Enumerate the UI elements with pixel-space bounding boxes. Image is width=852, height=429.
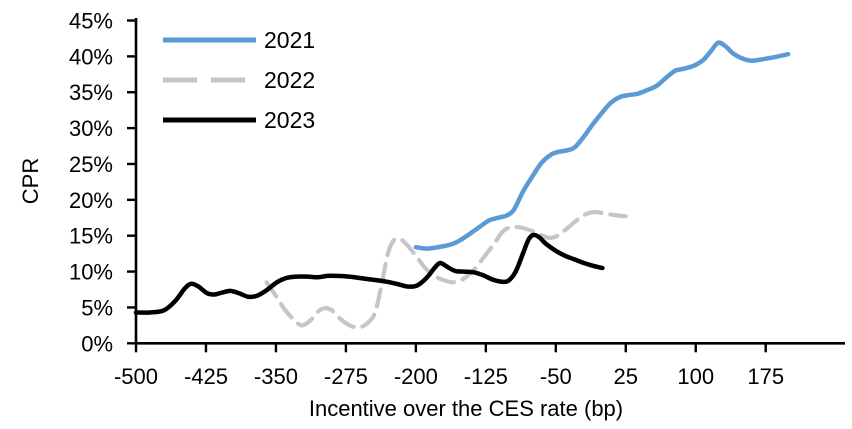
x-tick-label: -125 [464,364,508,389]
series-line-2021 [413,40,791,251]
y-tick-label: 25% [69,152,113,177]
y-tick-label: 0% [81,331,113,356]
legend-label-2023: 2023 [264,107,315,133]
legend-label-2021: 2021 [264,27,315,53]
x-axis-title: Incentive over the CES rate (bp) [309,396,623,421]
x-tick-label: 100 [677,364,714,389]
legend: 2021 2022 2023 [163,27,315,133]
x-tick-label: 175 [747,364,784,389]
x-tick-label: -500 [114,364,158,389]
y-tick-label: 10% [69,260,113,285]
series-group [133,40,791,330]
series-line-2022 [264,209,628,330]
y-tick-label: 15% [69,224,113,249]
series-line-2023 [133,232,605,315]
legend-item-2023: 2023 [163,107,315,133]
legend-item-2021: 2021 [163,27,315,53]
y-tick-label: 40% [69,44,113,69]
y-axis-title: CPR [18,158,43,204]
x-tick-label: -275 [324,364,368,389]
x-tick-label: 25 [614,364,638,389]
y-tick-label: 45% [69,9,113,34]
legend-item-2022: 2022 [163,67,315,93]
y-tick-label: 35% [69,80,113,105]
x-tick-label: -50 [540,364,572,389]
x-tick-label: -425 [184,364,228,389]
y-tick-label: 30% [69,116,113,141]
legend-label-2022: 2022 [264,67,315,93]
x-tick-label: -350 [254,364,298,389]
y-tick-label: 5% [81,295,113,320]
y-tick-label: 20% [69,188,113,213]
axes: -500 -425 -350 -275 -200 -125 -50 25 100 175 0% 5% 1… [69,9,845,389]
x-tick-label: -200 [394,364,438,389]
